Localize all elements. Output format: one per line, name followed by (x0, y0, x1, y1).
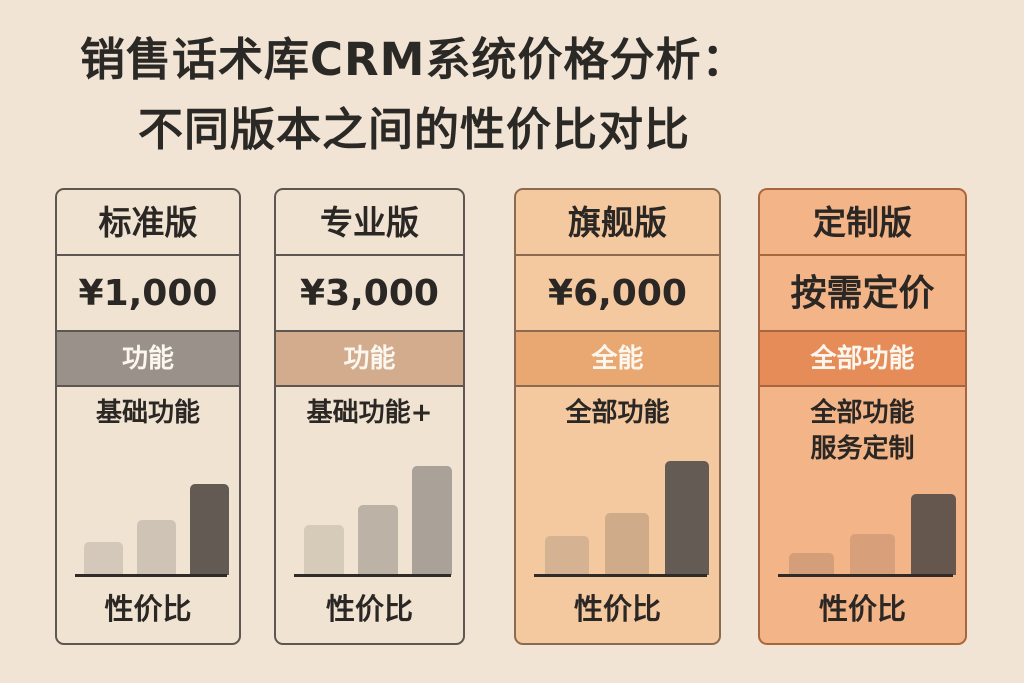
chart-bar (665, 461, 709, 575)
chart-bar (789, 553, 834, 575)
plan-price: ¥3,000 (276, 256, 463, 332)
plan-description: 全部功能 服务定制 (760, 395, 965, 467)
plan-name: 旗舰版 (516, 190, 719, 256)
chart-bar (137, 520, 176, 575)
chart-bar (358, 505, 398, 575)
plan-description: 基础功能 (57, 395, 239, 431)
plan-card: 标准版 ¥1,000 功能 基础功能 性价比 (55, 188, 241, 645)
plan-feature-band: 功能 (57, 332, 239, 387)
plan-name: 标准版 (57, 190, 239, 256)
chart-axis (294, 574, 451, 577)
plan-price: 按需定价 (760, 256, 965, 332)
title-line-1: 销售话术库CRM系统价格分析： (80, 33, 748, 86)
chart-axis (778, 574, 953, 577)
plan-desc-line: 服务定制 (810, 434, 915, 464)
chart-bar (911, 494, 956, 575)
plan-card: 专业版 ¥3,000 功能 基础功能+ 性价比 (274, 188, 465, 645)
plan-name: 定制版 (760, 190, 965, 256)
plan-feature-band: 全部功能 (760, 332, 965, 387)
plan-desc-line: 基础功能 (95, 398, 200, 428)
plan-footer-label: 性价比 (818, 592, 906, 626)
value-bar-chart (534, 447, 709, 577)
plan-desc-line: 全部功能 (810, 398, 915, 428)
plan-description: 基础功能+ (276, 395, 463, 431)
plan-card: 定制版 按需定价 全部功能 全部功能服务定制 性价比 (758, 188, 967, 645)
plan-name: 专业版 (276, 190, 463, 256)
value-bar-chart (294, 447, 452, 577)
plan-footer-label: 性价比 (325, 592, 413, 626)
plan-price: ¥6,000 (516, 256, 719, 332)
plan-feature-band: 功能 (276, 332, 463, 387)
plan-description: 全部功能 (516, 395, 719, 431)
chart-axis (534, 574, 707, 577)
value-bar-chart (75, 447, 229, 577)
plan-desc-line: 全部功能 (565, 398, 670, 428)
chart-bar (304, 525, 344, 575)
plan-feature-band: 全能 (516, 332, 719, 387)
chart-axis (75, 574, 227, 577)
chart-bar (84, 542, 123, 575)
chart-bar (605, 513, 649, 575)
plan-footer-label: 性价比 (104, 592, 192, 626)
chart-bar (850, 534, 895, 575)
chart-bar (545, 536, 589, 575)
plan-desc-line: 基础功能+ (306, 398, 433, 428)
value-bar-chart (778, 447, 956, 577)
chart-bar (412, 466, 452, 575)
chart-bar (190, 484, 229, 575)
title-line-2: 不同版本之间的性价比对比 (138, 103, 691, 156)
plan-footer-label: 性价比 (573, 592, 661, 626)
plan-card: 旗舰版 ¥6,000 全能 全部功能 性价比 (514, 188, 721, 645)
plan-price: ¥1,000 (57, 256, 239, 332)
